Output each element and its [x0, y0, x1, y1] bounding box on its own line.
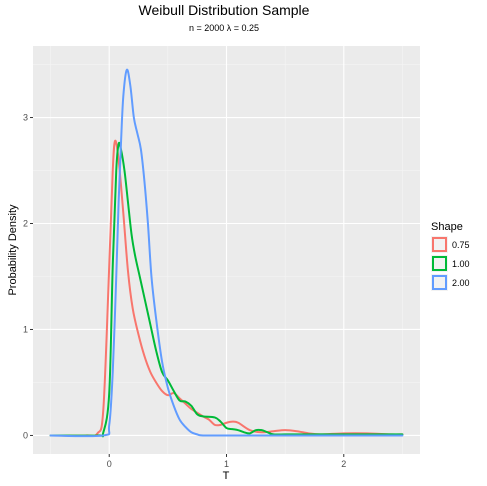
x-tick-label: 0	[107, 459, 112, 469]
legend-key-background	[431, 255, 448, 272]
series-layer	[49, 68, 404, 438]
y-tick-label: 1	[23, 324, 28, 334]
legend-label-0.75: 0.75	[452, 240, 470, 250]
series-line-0.75	[49, 139, 404, 437]
legend-label-2.00: 2.00	[452, 278, 470, 288]
legend-items: 0.75 1.00 2.00	[431, 236, 470, 291]
y-tick-label: 3	[23, 113, 28, 123]
y-axis: 0 1 2 3	[23, 113, 33, 440]
legend-key-background	[431, 274, 448, 291]
legend-key-background	[431, 236, 448, 253]
series-line-2.00	[49, 68, 404, 438]
x-tick-label: 2	[341, 459, 346, 469]
x-tick-label: 1	[224, 459, 229, 469]
chart-subtitle: n = 2000 λ = 0.25	[189, 23, 259, 33]
x-axis-title: T	[223, 470, 230, 482]
legend: Shape 0.75 1.00 2.00	[431, 221, 470, 291]
legend-key-0.75	[432, 237, 447, 252]
legend-key-1.00	[432, 256, 447, 271]
legend-title: Shape	[431, 221, 463, 233]
x-axis: 0 1 2	[107, 454, 346, 469]
legend-key-2.00	[432, 275, 447, 290]
y-axis-title: Probability Density	[7, 204, 19, 296]
y-tick-label: 2	[23, 219, 28, 229]
y-tick-label: 0	[23, 430, 28, 440]
chart-title: Weibull Distribution Sample	[139, 2, 310, 18]
legend-label-1.00: 1.00	[452, 259, 470, 269]
grid-lines	[33, 46, 420, 454]
series-line-1.00	[49, 141, 404, 438]
